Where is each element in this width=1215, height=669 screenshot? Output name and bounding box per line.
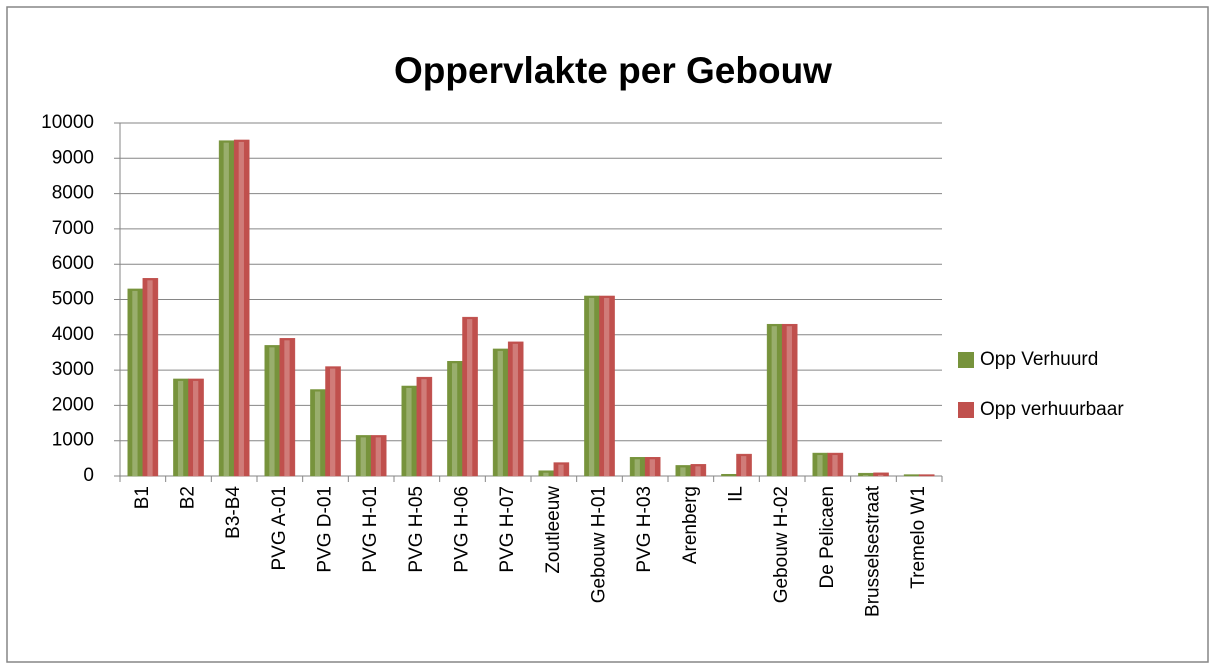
bar-highlight [741, 456, 747, 476]
bar-highlight [588, 297, 595, 476]
bar [721, 473, 737, 477]
bar [873, 472, 889, 477]
bar-highlight [132, 290, 138, 476]
bar-highlight [832, 455, 838, 476]
bar-highlight [680, 467, 686, 476]
x-tick-label: Gebouw H-01 [589, 486, 610, 603]
bar [903, 474, 920, 477]
y-tick-label: 10000 [41, 112, 94, 133]
bar-highlight [878, 474, 884, 476]
bar [736, 453, 752, 477]
legend-label: Opp Verhuurd [980, 349, 1098, 370]
x-tick-label: Zoutleeuw [543, 486, 564, 574]
y-tick-label: 9000 [52, 147, 94, 168]
y-tick-label: 1000 [52, 430, 94, 451]
bar-highlight [314, 391, 321, 476]
bar-highlight [695, 466, 701, 476]
x-tick-label: B1 [132, 486, 153, 509]
bar-highlight [771, 326, 777, 476]
bar [827, 452, 844, 477]
bar-highlight [375, 437, 381, 476]
bar-highlight [330, 368, 336, 476]
bar [599, 295, 615, 477]
legend-swatch [958, 352, 974, 368]
x-tick-label: Gebouw H-02 [771, 486, 792, 603]
bar-highlight [558, 464, 564, 476]
y-tick-label: 0 [83, 465, 94, 486]
bar [142, 278, 159, 477]
bar-highlight [451, 363, 458, 476]
bar [462, 316, 478, 477]
bar-highlight [649, 459, 655, 476]
bar [507, 341, 524, 477]
bar-highlight [512, 343, 518, 476]
legend-swatch [958, 402, 974, 418]
x-tick-label: PVG D-01 [315, 486, 336, 573]
bar-highlight [604, 297, 610, 476]
y-tick-label: 5000 [52, 289, 94, 310]
bar-highlight [467, 319, 473, 476]
bar-highlight [284, 340, 290, 476]
bar-highlight [406, 387, 412, 476]
x-tick-label: PVG H-06 [452, 486, 473, 573]
x-tick-label: B3-B4 [223, 486, 244, 539]
bar [644, 457, 661, 477]
bar [416, 376, 433, 477]
x-tick-label: B2 [178, 486, 199, 509]
bar-highlight [269, 347, 275, 476]
bar [233, 139, 250, 477]
bar-highlight [421, 379, 427, 476]
bar-highlight [193, 380, 199, 476]
x-tick-label: PVG H-03 [634, 486, 655, 573]
x-tick-label: PVG H-01 [360, 486, 381, 573]
chart-title: Oppervlakte per Gebouw [394, 50, 832, 91]
bar [188, 378, 204, 477]
bar [781, 323, 798, 477]
x-tick-label: IL [726, 486, 747, 502]
bar-highlight [862, 475, 869, 476]
y-tick-label: 8000 [52, 183, 94, 204]
y-tick-label: 6000 [52, 253, 94, 274]
x-tick-label: PVG H-05 [406, 486, 427, 573]
x-tick-label: PVG A-01 [269, 486, 290, 571]
bar-highlight [147, 280, 153, 476]
y-tick-label: 3000 [52, 359, 94, 380]
y-tick-label: 7000 [52, 218, 94, 239]
y-tick-label: 4000 [52, 324, 94, 345]
x-tick-label: Arenberg [680, 486, 701, 564]
bar [553, 462, 570, 477]
x-tick-label: Brusselsestraat [863, 485, 884, 617]
bar [370, 435, 387, 477]
legend-label: Opp verhuurbaar [980, 399, 1124, 420]
bar-highlight [238, 141, 244, 476]
x-tick-label: PVG H-07 [497, 486, 518, 573]
bar [690, 464, 707, 477]
bar-highlight [817, 455, 823, 476]
x-tick-label: De Pelicaen [817, 486, 838, 588]
bar-highlight [634, 459, 640, 476]
x-tick-label: Tremelo W1 [908, 486, 929, 589]
bar [325, 366, 341, 477]
bar-highlight [497, 350, 503, 476]
bar-highlight [223, 142, 229, 476]
bar-highlight [786, 326, 792, 476]
bar-highlight [177, 380, 184, 476]
y-tick-label: 2000 [52, 394, 94, 415]
bar [918, 474, 935, 477]
bar-highlight [360, 437, 366, 476]
bar [279, 338, 296, 477]
bar-highlight [543, 472, 549, 476]
